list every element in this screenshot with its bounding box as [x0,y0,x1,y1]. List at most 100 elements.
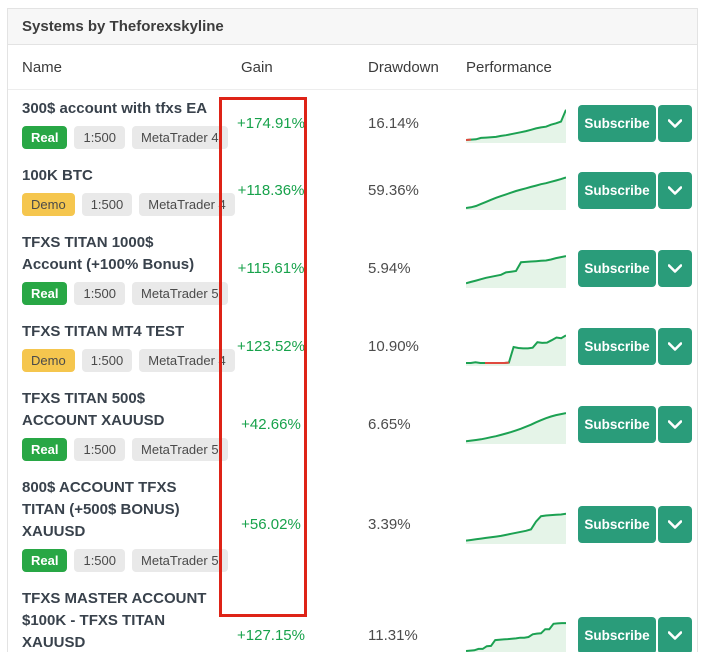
actions-cell: Subscribe [578,406,692,443]
drawdown-value: 5.94% [368,260,411,277]
actions-cell: Subscribe [578,506,692,543]
platform-badge: MetaTrader 5 [132,282,228,305]
badges: Demo 1:500 MetaTrader 4 [22,349,235,372]
subscribe-dropdown-button[interactable] [658,172,692,209]
performance-sparkline [428,172,578,210]
account-type-badge: Real [22,126,68,149]
drawdown-value: 59.36% [368,182,419,199]
table-header: Name Gain Drawdown Performance [8,45,697,90]
gain-value: +127.15% [237,627,305,644]
systems-card: Systems by Theforexskyline Name Gain Dra… [7,8,698,652]
subscribe-button[interactable]: Subscribe [578,250,656,287]
drawdown-value: 11.31% [368,627,418,644]
performance-sparkline [428,506,578,544]
subscribe-dropdown-button[interactable] [658,406,692,443]
system-name-cell: TFXS TITAN 500$ ACCOUNT XAUUSD Real 1:50… [8,380,228,469]
chevron-down-icon [668,264,682,273]
badges: Real 1:500 MetaTrader 5 [22,438,228,461]
leverage-badge: 1:500 [74,549,126,572]
system-name-cell: TFXS MASTER ACCOUNT $100K - TFXS TITAN X… [8,580,226,652]
subscribe-dropdown-button[interactable] [658,617,692,652]
badges: Demo 1:500 MetaTrader 4 [22,193,235,216]
drawdown-value: 6.65% [368,416,411,433]
gain-value: +56.02% [241,516,301,533]
system-row: 300$ account with tfxs EA Real 1:500 Met… [8,90,697,157]
actions-cell: Subscribe [578,328,692,365]
system-row: TFXS TITAN 500$ ACCOUNT XAUUSD Real 1:50… [8,380,697,469]
leverage-badge: 1:500 [81,193,133,216]
platform-badge: MetaTrader 4 [139,193,235,216]
system-name[interactable]: TFXS TITAN 1000$ Account (+100% Bonus) [22,234,195,273]
gain-value: +115.61% [237,260,305,277]
systems-list: 300$ account with tfxs EA Real 1:500 Met… [8,90,697,652]
chevron-down-icon [668,520,682,529]
platform-badge: MetaTrader 5 [132,549,228,572]
subscribe-button[interactable]: Subscribe [578,506,656,543]
leverage-badge: 1:500 [74,438,126,461]
subscribe-button[interactable]: Subscribe [578,328,656,365]
badges: Real 1:500 MetaTrader 4 [22,126,228,149]
performance-sparkline [428,617,578,652]
leverage-badge: 1:500 [74,282,126,305]
system-row: TFXS TITAN MT4 TEST Demo 1:500 MetaTrade… [8,313,697,380]
gain-value: +123.52% [237,338,305,355]
account-type-badge: Real [22,282,68,305]
actions-cell: Subscribe [578,250,692,287]
chevron-down-icon [668,342,682,351]
system-name[interactable]: TFXS MASTER ACCOUNT $100K - TFXS TITAN X… [22,590,207,651]
subscribe-button[interactable]: Subscribe [578,617,656,652]
gain-value: +42.66% [241,416,301,433]
subscribe-button[interactable]: Subscribe [578,406,656,443]
system-row: TFXS MASTER ACCOUNT $100K - TFXS TITAN X… [8,580,697,652]
actions-cell: Subscribe [578,617,692,652]
card-title: Systems by Theforexskyline [8,9,697,45]
subscribe-dropdown-button[interactable] [658,105,692,142]
badges: Real 1:500 MetaTrader 5 [22,282,228,305]
system-name-cell: TFXS TITAN MT4 TEST Demo 1:500 MetaTrade… [8,313,235,380]
account-type-badge: Demo [22,349,75,372]
system-name[interactable]: 800$ ACCOUNT TFXS TITAN (+500$ BONUS) XA… [22,479,180,540]
chevron-down-icon [668,186,682,195]
actions-cell: Subscribe [578,105,692,142]
platform-badge: MetaTrader 4 [132,126,228,149]
column-header-performance: Performance [466,58,552,76]
drawdown-value: 3.39% [368,516,411,533]
performance-sparkline [428,406,578,444]
performance-sparkline [428,250,578,288]
performance-sparkline [428,328,578,366]
actions-cell: Subscribe [578,172,692,209]
chevron-down-icon [668,420,682,429]
system-name-cell: 300$ account with tfxs EA Real 1:500 Met… [8,90,228,157]
subscribe-dropdown-button[interactable] [658,328,692,365]
subscribe-dropdown-button[interactable] [658,506,692,543]
system-name[interactable]: 100K BTC [22,167,93,184]
subscribe-dropdown-button[interactable] [658,250,692,287]
system-row: 800$ ACCOUNT TFXS TITAN (+500$ BONUS) XA… [8,469,697,580]
system-name[interactable]: TFXS TITAN MT4 TEST [22,323,185,340]
gain-value: +118.36% [237,182,305,199]
account-type-badge: Real [22,549,68,572]
chevron-down-icon [668,631,682,640]
system-name[interactable]: TFXS TITAN 500$ ACCOUNT XAUUSD [22,390,165,429]
column-header-drawdown: Drawdown [368,58,439,76]
system-row: 100K BTC Demo 1:500 MetaTrader 4 +118.36… [8,157,697,224]
account-type-badge: Real [22,438,68,461]
subscribe-button[interactable]: Subscribe [578,172,656,209]
drawdown-value: 16.14% [368,115,419,132]
column-header-gain: Gain [241,58,273,76]
leverage-badge: 1:500 [74,126,126,149]
account-type-badge: Demo [22,193,75,216]
platform-badge: MetaTrader 5 [132,438,228,461]
system-name-cell: 800$ ACCOUNT TFXS TITAN (+500$ BONUS) XA… [8,469,228,580]
performance-sparkline [428,105,578,143]
system-name-cell: TFXS TITAN 1000$ Account (+100% Bonus) R… [8,224,228,313]
badges: Real 1:500 MetaTrader 5 [22,549,228,572]
platform-badge: MetaTrader 4 [139,349,235,372]
leverage-badge: 1:500 [81,349,133,372]
gain-value: +174.91% [237,115,305,132]
chevron-down-icon [668,119,682,128]
system-name[interactable]: 300$ account with tfxs EA [22,100,208,117]
column-header-name: Name [22,58,63,76]
subscribe-button[interactable]: Subscribe [578,105,656,142]
